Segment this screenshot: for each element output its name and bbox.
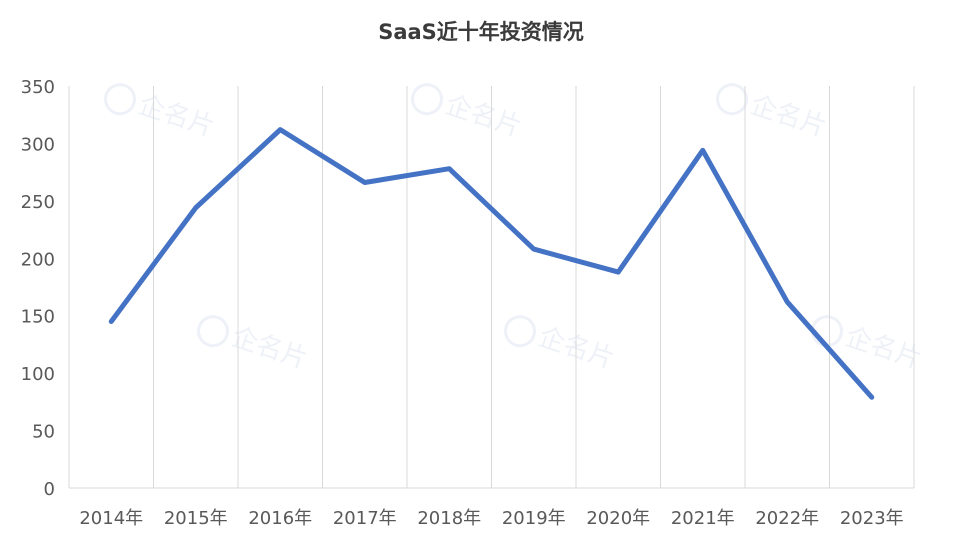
axis-layer: 0 50 100 150 200 250 300 350 2014年 2015年 2016年 2017… (21, 77, 914, 529)
series-line (108, 127, 875, 400)
y-tick-label: 0 (44, 479, 55, 500)
grid-layer (68, 86, 915, 488)
x-tick-label: 2020年 (586, 508, 650, 529)
x-tick-label: 2015年 (164, 508, 228, 529)
x-tick-label: 2023年 (840, 508, 904, 529)
y-tick-label: 300 (21, 134, 55, 155)
y-tick-label: 250 (21, 192, 55, 213)
y-tick-label: 50 (32, 422, 55, 443)
x-tick-label: 2014年 (79, 508, 143, 529)
y-tick-label: 350 (21, 77, 55, 98)
x-tick-label: 2018年 (417, 508, 481, 529)
y-tick-label: 150 (21, 307, 55, 328)
x-tick-label: 2019年 (502, 508, 566, 529)
x-tick-label: 2022年 (755, 508, 819, 529)
x-tick-label: 2021年 (671, 508, 735, 529)
y-tick-label: 200 (21, 249, 55, 270)
chart-title: SaaS近十年投资情况 (378, 20, 584, 44)
x-tick-label: 2017年 (333, 508, 397, 529)
x-tick-label: 2016年 (248, 508, 312, 529)
series-layer (108, 127, 875, 400)
y-tick-label: 100 (21, 364, 55, 385)
